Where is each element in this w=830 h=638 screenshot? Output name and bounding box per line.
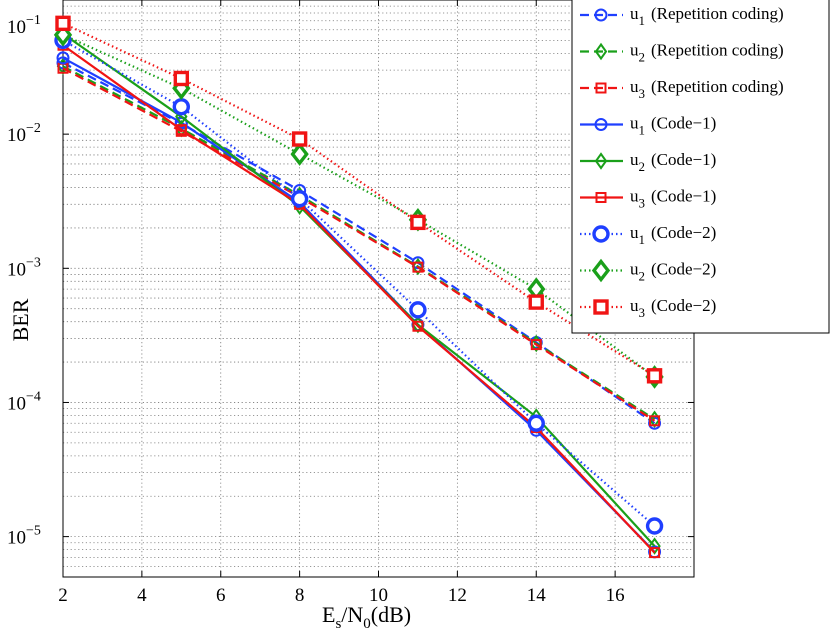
series-line [62,44,656,554]
legend: u1 (Repetition coding) u2 (Repetition codin… [571,0,830,334]
series-line [62,56,656,553]
y-tick-label: 10−5 [7,524,41,549]
grid [62,0,695,577]
y-axis-label: BER [8,298,33,341]
series-9 [55,15,663,384]
legend-item: u1 (Repetition coding) [580,4,784,28]
legend-item: u1 (Code−1) [580,114,716,138]
marker-circle [592,225,610,243]
series-line [62,67,656,422]
marker-square [173,70,190,87]
marker-circle [645,517,664,535]
legend-label: u1 (Repetition coding) [630,4,784,28]
tick-labels: 2 4 6 8 10 12 14 16 10−5 10−4 10−3 10−2 10−1 [7,13,625,606]
marker-square [291,131,308,147]
marker-circle [172,98,191,116]
marker-square [593,299,609,315]
marker-square [649,547,661,559]
legend-label: u3 (Repetition coding) [630,77,784,101]
marker-square [410,214,426,231]
legend-label: u1 (Code−2) [630,223,716,247]
marker-diamond [591,258,611,283]
legend-item: u3 (Repetition coding) [580,77,784,101]
y-tick-label: 10−1 [7,13,41,38]
marker-diamond [411,257,425,276]
legend-item: u3 (Code−1) [580,187,716,211]
x-axis-label: Es/N0(dB) [322,602,411,632]
marker-diamond [594,152,608,170]
x-tick-label: 16 [606,585,625,606]
legend-label: u3 (Code−1) [630,187,716,211]
legend-label: u2 (Code−2) [630,260,716,284]
marker-square [412,320,424,332]
marker-square [412,261,424,273]
marker-square [595,82,607,94]
marker-square [649,415,661,427]
x-tick-label: 8 [295,585,305,606]
marker-square [595,192,607,203]
marker-circle [594,8,608,22]
legend-label: u1 (Code−1) [630,114,716,138]
legend-label: u2 (Code−1) [630,150,716,174]
marker-diamond [648,537,661,555]
x-tick-label: 14 [527,585,547,606]
marker-square [55,15,71,32]
y-tick-label: 10−3 [7,255,41,280]
legend-item: u2 (Repetition coding) [580,41,784,65]
series-line [62,61,656,425]
legend-label: u3 (Code−2) [630,296,716,320]
marker-diamond [594,42,608,61]
marker-circle [290,190,309,208]
legend-item: u2 (Code−2) [580,258,716,284]
marker-circle [594,118,608,131]
legend-label: u2 (Repetition coding) [630,41,784,65]
x-tick-label: 6 [216,585,226,606]
marker-diamond [290,142,309,166]
y-tick-label: 10−4 [7,389,41,414]
marker-diamond [530,334,543,353]
legend-item: u3 (Code−2) [580,296,716,320]
x-tick-label: 4 [137,585,147,606]
marker-circle [409,301,427,319]
x-tick-label: 2 [58,585,68,606]
legend-box [571,0,830,334]
marker-circle [527,414,545,432]
series-line [62,39,656,527]
series-layer [53,15,664,559]
x-tick-label: 12 [448,585,467,606]
y-tick-label: 10−2 [7,121,41,146]
marker-square [530,339,542,351]
marker-square [646,368,663,384]
series-line [62,22,656,377]
legend-item: u1 (Code−2) [580,223,716,247]
marker-square [175,124,187,136]
series-line [62,33,656,378]
x-tick-label: 10 [369,585,388,606]
marker-circle [56,51,70,65]
marker-square [528,294,544,310]
legend-item: u2 (Code−1) [580,150,716,174]
